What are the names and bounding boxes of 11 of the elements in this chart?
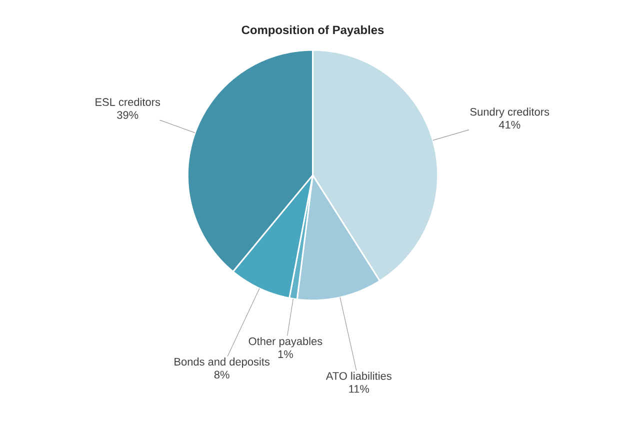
- slice-label: ATO liabilities: [326, 372, 392, 380]
- data-label: 1%: [278, 350, 293, 358]
- data-label: 41%: [498, 120, 520, 129]
- slice-label: Bonds and deposits: [174, 358, 270, 368]
- slice-label: Sundry creditors: [470, 108, 550, 118]
- slice-label: ESL creditors: [96, 98, 160, 106]
- data-label: 11%: [349, 385, 370, 393]
- slice-label: Other payables: [248, 337, 322, 348]
- data-label: 39%: [117, 111, 138, 119]
- chart-title: Composition of Payables: [242, 25, 384, 37]
- data-label: 8%: [214, 370, 230, 379]
